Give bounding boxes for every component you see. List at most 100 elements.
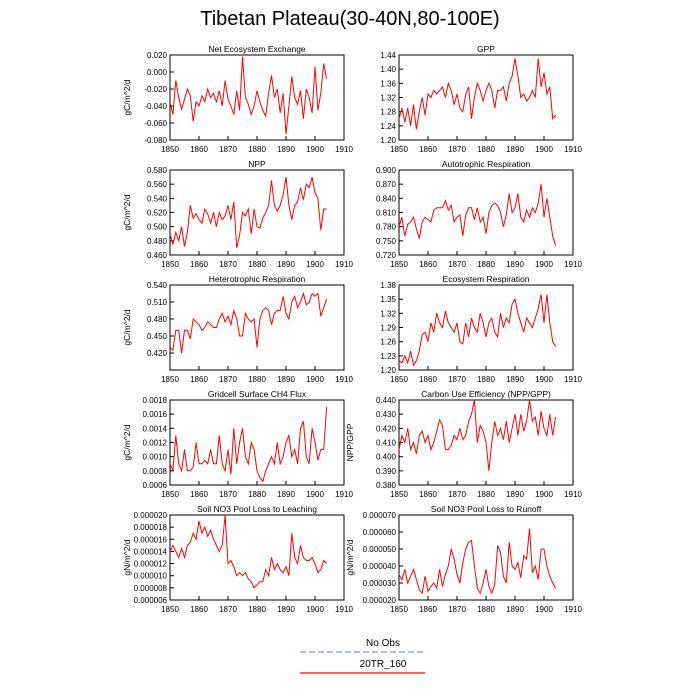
y-tick-label: 0.480 <box>147 315 168 324</box>
x-tick-label: 1900 <box>306 145 324 154</box>
x-tick-label: 1850 <box>390 375 408 384</box>
x-tick-label: 1850 <box>161 605 179 614</box>
y-tick-label: 0.750 <box>376 237 397 246</box>
x-tick-label: 1910 <box>335 145 353 154</box>
y-tick-label: 0.0016 <box>143 410 168 419</box>
y-tick-label: 0.840 <box>376 194 397 203</box>
y-tick-label: 0.560 <box>147 180 168 189</box>
x-tick-label: 1860 <box>419 605 437 614</box>
y-axis-label: NPP/GPP <box>345 423 355 461</box>
y-tick-label: 1.38 <box>380 281 396 290</box>
series-line <box>398 294 557 367</box>
plot-frame <box>169 514 345 601</box>
y-tick-label: 0.000012 <box>134 560 168 569</box>
panel-title: Net Ecosystem Exchange <box>208 44 306 54</box>
y-tick-label: 0.020 <box>147 51 168 60</box>
x-tick-label: 1880 <box>248 605 266 614</box>
y-tick-label: 1.26 <box>380 338 396 347</box>
panel-title: Soil NO3 Pool Loss to Runoff <box>431 504 542 514</box>
y-tick-label: 0.380 <box>376 481 397 490</box>
series-line <box>398 58 556 130</box>
x-tick-label: 1910 <box>564 260 582 269</box>
y-tick-label: 0.000016 <box>134 535 168 544</box>
x-tick-label: 1880 <box>477 375 495 384</box>
x-tick-label: 1910 <box>335 490 353 499</box>
panel-title: GPP <box>477 44 495 54</box>
x-tick-label: 1860 <box>419 490 437 499</box>
y-tick-label: 0.000070 <box>363 511 397 520</box>
x-tick-label: 1870 <box>448 605 466 614</box>
panel-6: Ecosystem Respiration 1850 1860 1870 1880 189… <box>380 274 582 384</box>
series-line <box>169 407 328 483</box>
y-tick-label: 0.000010 <box>134 572 168 581</box>
y-tick-label: 0.540 <box>147 281 168 290</box>
x-tick-label: 1860 <box>190 605 208 614</box>
x-tick-label: 1850 <box>390 260 408 269</box>
y-tick-label: 0.0010 <box>143 453 168 462</box>
x-tick-label: 1870 <box>219 145 237 154</box>
y-tick-label: 0.000060 <box>363 528 397 537</box>
x-tick-label: 1900 <box>535 145 553 154</box>
x-tick-label: 1870 <box>219 605 237 614</box>
x-tick-label: 1900 <box>535 605 553 614</box>
y-axis-label: gC/m^2/d <box>122 194 132 230</box>
x-tick-label: 1900 <box>306 490 324 499</box>
y-tick-label: 0.000020 <box>134 511 168 520</box>
y-tick-label: 1.32 <box>380 309 396 318</box>
plot-frame <box>169 284 345 371</box>
y-tick-label: 0.430 <box>376 410 397 419</box>
series-line <box>169 56 328 135</box>
x-tick-label: 1870 <box>448 260 466 269</box>
x-tick-label: 1900 <box>535 490 553 499</box>
y-tick-label: 0.520 <box>147 209 168 218</box>
panel-title: Autotrophic Respiration <box>442 159 531 169</box>
y-tick-label: 0.400 <box>376 453 397 462</box>
y-tick-label: 0.420 <box>147 349 168 358</box>
series-line <box>169 176 327 249</box>
x-tick-label: 1860 <box>190 490 208 499</box>
x-tick-label: 1910 <box>564 605 582 614</box>
y-tick-label: 0.540 <box>147 194 168 203</box>
panel-4: Autotrophic Respiration 1850 1860 1870 1880 1… <box>376 159 582 269</box>
x-tick-label: 1890 <box>506 490 524 499</box>
x-tick-label: 1900 <box>535 260 553 269</box>
y-tick-label: 0.420 <box>376 424 397 433</box>
y-tick-label: 0.000014 <box>134 547 168 556</box>
plot-frame <box>169 169 345 256</box>
y-tick-label: 0.000050 <box>363 545 397 554</box>
y-tick-label: 0.500 <box>147 223 168 232</box>
y-tick-label: 0.410 <box>376 439 397 448</box>
y-tick-label: 0.720 <box>376 251 397 260</box>
x-tick-label: 1850 <box>161 260 179 269</box>
x-tick-label: 1900 <box>306 605 324 614</box>
x-tick-label: 1890 <box>277 145 295 154</box>
y-axis-label: gC/m^2/d <box>122 424 132 460</box>
x-tick-label: 1900 <box>306 260 324 269</box>
x-tick-label: 1870 <box>219 490 237 499</box>
panel-5: Heterotrophic Respiration 1850 1860 1870 188… <box>122 274 353 384</box>
x-tick-label: 1890 <box>277 605 295 614</box>
plot-frame <box>398 54 574 141</box>
series-line <box>398 184 557 246</box>
x-tick-label: 1870 <box>219 375 237 384</box>
y-tick-label: 0.440 <box>376 396 397 405</box>
x-tick-label: 1910 <box>564 145 582 154</box>
x-tick-label: 1880 <box>477 145 495 154</box>
y-axis-label: gN/m^2/d <box>345 539 355 575</box>
x-tick-label: 1880 <box>248 260 266 269</box>
series-line <box>169 291 328 354</box>
panel-7: Gridcell Surface CH4 Flux 1850 1860 1870 188… <box>122 389 353 499</box>
y-tick-label: 0.900 <box>376 166 397 175</box>
x-tick-label: 1880 <box>477 605 495 614</box>
panel-title: Gridcell Surface CH4 Flux <box>208 389 307 399</box>
x-tick-label: 1910 <box>335 605 353 614</box>
panel-2: GPP 1850 1860 1870 1880 1890 1900 1910 1.20 1.24 1… <box>380 44 582 154</box>
x-tick-label: 1880 <box>477 260 495 269</box>
x-tick-label: 1890 <box>277 375 295 384</box>
panel-title: Ecosystem Respiration <box>443 274 530 284</box>
legend <box>300 651 425 674</box>
y-tick-label: 0.390 <box>376 467 397 476</box>
x-tick-label: 1870 <box>448 375 466 384</box>
y-tick-label: 0.000040 <box>363 562 397 571</box>
x-tick-label: 1910 <box>335 375 353 384</box>
